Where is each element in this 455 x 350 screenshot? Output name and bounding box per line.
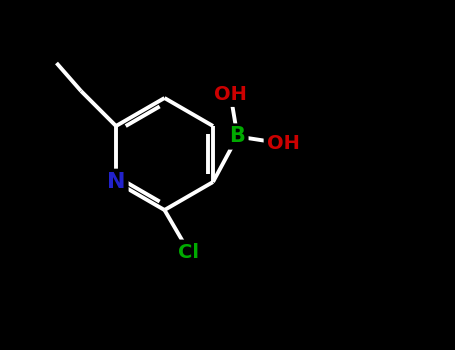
Text: OH: OH bbox=[267, 134, 299, 153]
Text: OH: OH bbox=[214, 85, 247, 104]
Text: B: B bbox=[230, 126, 245, 147]
Text: N: N bbox=[107, 172, 125, 192]
Text: Cl: Cl bbox=[178, 243, 199, 261]
